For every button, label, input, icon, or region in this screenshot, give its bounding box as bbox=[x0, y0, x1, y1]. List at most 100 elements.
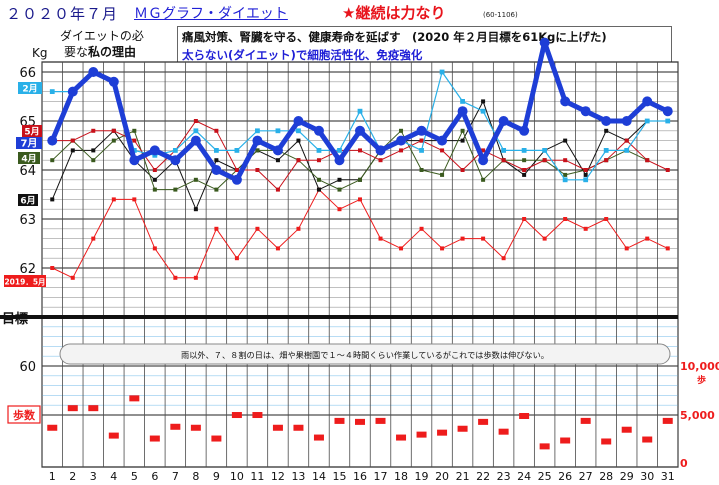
legend-label-may2019: 2019．5月 bbox=[4, 278, 45, 287]
point-feb bbox=[193, 128, 198, 133]
steps-marker bbox=[129, 395, 139, 401]
legend-label-apr: 4月 bbox=[21, 154, 36, 165]
point-may bbox=[666, 168, 670, 172]
point-may bbox=[625, 139, 629, 143]
point-jun bbox=[71, 148, 75, 152]
point-may2019 bbox=[584, 227, 588, 231]
point-may2019 bbox=[296, 227, 300, 231]
legend-label-may: 5月 bbox=[24, 127, 39, 138]
point-may2019 bbox=[337, 207, 341, 211]
point-may bbox=[440, 148, 444, 152]
x-tick-label: 16 bbox=[353, 470, 367, 483]
point-may bbox=[317, 158, 321, 162]
x-tick-label: 25 bbox=[538, 470, 552, 483]
point-feb bbox=[440, 70, 445, 75]
point-may2019 bbox=[255, 227, 259, 231]
point-may bbox=[296, 158, 300, 162]
point-feb bbox=[419, 148, 424, 153]
x-tick-label: 27 bbox=[579, 470, 593, 483]
point-may2019 bbox=[358, 197, 362, 201]
point-jul bbox=[150, 145, 160, 155]
steps-tick-label: 5,000 bbox=[680, 409, 715, 422]
point-may bbox=[112, 129, 116, 133]
point-may bbox=[584, 168, 588, 172]
point-feb bbox=[501, 148, 506, 153]
point-jul bbox=[293, 116, 303, 126]
point-may bbox=[132, 139, 136, 143]
point-jun bbox=[337, 178, 341, 182]
x-tick-label: 7 bbox=[172, 470, 179, 483]
point-jul bbox=[355, 126, 365, 136]
x-tick-label: 29 bbox=[620, 470, 634, 483]
x-tick-label: 17 bbox=[374, 470, 388, 483]
steps-marker bbox=[314, 435, 324, 441]
point-jul bbox=[437, 136, 447, 146]
steps-marker bbox=[355, 419, 365, 425]
point-jun bbox=[563, 139, 567, 143]
steps-marker bbox=[109, 433, 119, 439]
point-feb bbox=[255, 128, 260, 133]
point-may2019 bbox=[379, 237, 383, 241]
steps-marker bbox=[417, 432, 427, 438]
point-jul bbox=[581, 106, 591, 116]
x-tick-label: 31 bbox=[661, 470, 675, 483]
point-feb bbox=[358, 109, 363, 114]
point-jul bbox=[252, 136, 262, 146]
point-may bbox=[358, 148, 362, 152]
point-may bbox=[194, 119, 198, 123]
x-tick-label: 20 bbox=[435, 470, 449, 483]
point-jun bbox=[194, 207, 198, 211]
point-may bbox=[522, 168, 526, 172]
point-may2019 bbox=[481, 237, 485, 241]
point-feb bbox=[645, 119, 650, 124]
point-may bbox=[71, 139, 75, 143]
x-tick-label: 13 bbox=[291, 470, 305, 483]
point-may bbox=[214, 129, 218, 133]
legend-label-jul: 7月 bbox=[21, 138, 38, 150]
point-may bbox=[91, 129, 95, 133]
point-feb bbox=[50, 89, 55, 94]
point-apr bbox=[255, 148, 259, 152]
point-may2019 bbox=[112, 197, 116, 201]
y-tick-label: 64 bbox=[19, 164, 36, 179]
point-jun bbox=[461, 139, 465, 143]
point-feb bbox=[337, 148, 342, 153]
point-jul bbox=[314, 126, 324, 136]
x-tick-label: 28 bbox=[599, 470, 613, 483]
point-may2019 bbox=[194, 276, 198, 280]
point-apr bbox=[112, 139, 116, 143]
point-jun bbox=[522, 173, 526, 177]
point-apr bbox=[317, 178, 321, 182]
point-may2019 bbox=[214, 227, 218, 231]
point-jul bbox=[560, 96, 570, 106]
point-jul bbox=[232, 175, 242, 185]
steps-marker bbox=[478, 419, 488, 425]
point-jul bbox=[478, 155, 488, 165]
x-tick-label: 2 bbox=[69, 470, 76, 483]
legend-label-jun: 6月 bbox=[20, 196, 35, 207]
point-may2019 bbox=[91, 237, 95, 241]
x-tick-label: 18 bbox=[394, 470, 408, 483]
point-jun bbox=[276, 158, 280, 162]
point-jul bbox=[458, 106, 468, 116]
steps-marker bbox=[560, 438, 570, 444]
point-may bbox=[255, 168, 259, 172]
steps-tick-label: 10,000 bbox=[680, 360, 719, 373]
point-jul bbox=[47, 136, 57, 146]
steps-marker bbox=[601, 438, 611, 444]
point-feb bbox=[481, 109, 486, 114]
x-tick-label: 11 bbox=[250, 470, 264, 483]
point-may bbox=[399, 148, 403, 152]
point-jul bbox=[642, 96, 652, 106]
steps-marker bbox=[396, 435, 406, 441]
x-tick-label: 26 bbox=[558, 470, 572, 483]
steps-marker bbox=[273, 425, 283, 431]
point-feb bbox=[460, 99, 465, 104]
x-tick-label: 9 bbox=[213, 470, 220, 483]
point-jun bbox=[50, 197, 54, 201]
point-apr bbox=[563, 173, 567, 177]
point-jul bbox=[499, 116, 509, 126]
point-may2019 bbox=[420, 227, 424, 231]
point-may bbox=[461, 168, 465, 172]
x-tick-label: 24 bbox=[517, 470, 531, 483]
